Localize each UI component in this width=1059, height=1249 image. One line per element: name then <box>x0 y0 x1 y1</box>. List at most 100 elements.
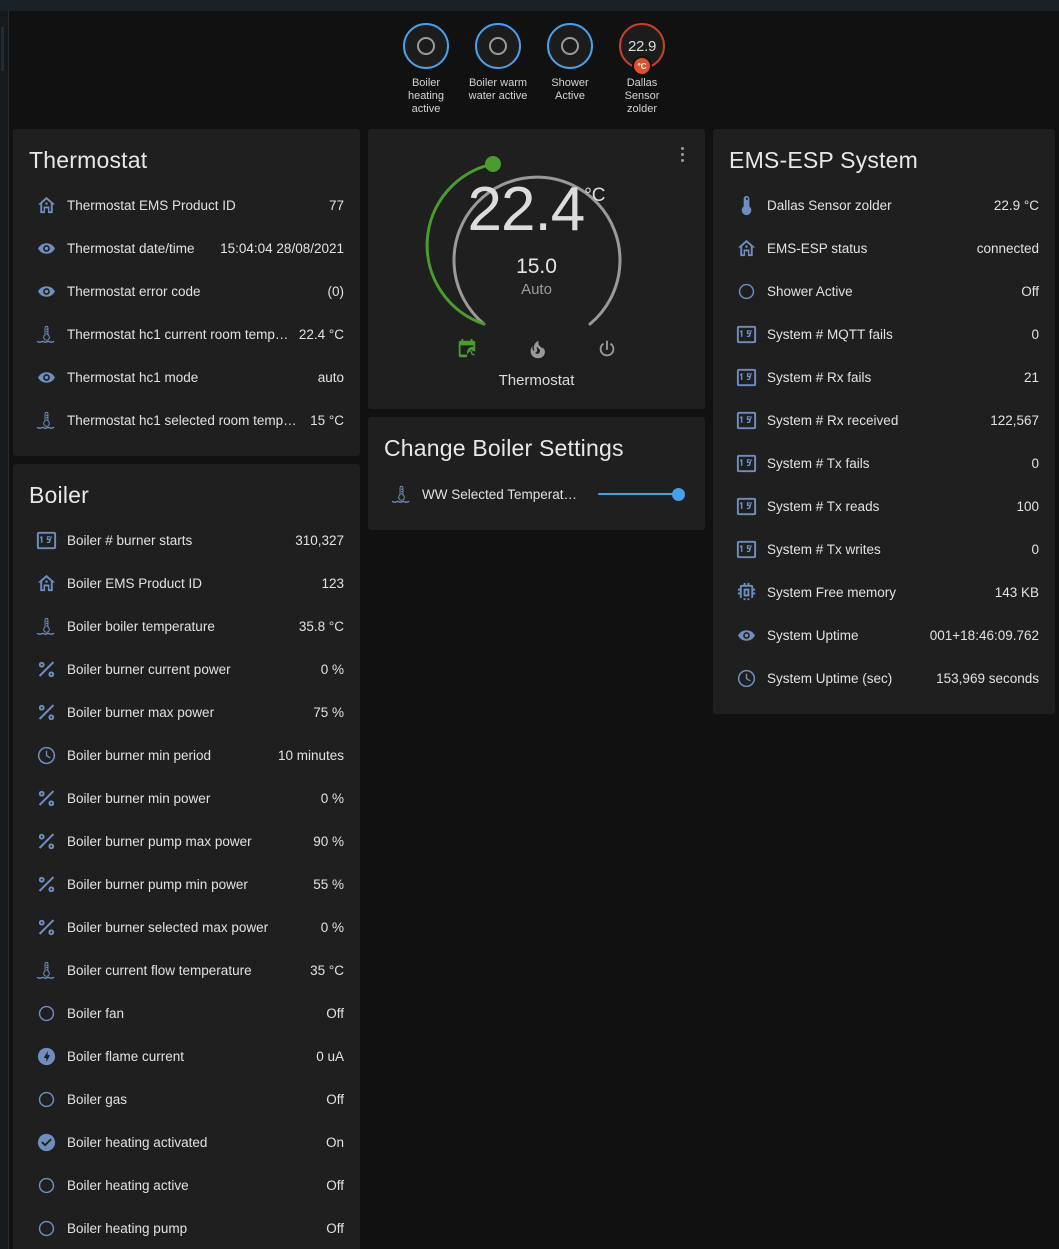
entity-row[interactable]: Boiler # burner starts 310,327 <box>29 519 344 562</box>
entity-row[interactable]: System # Rx fails 21 <box>729 356 1039 399</box>
entity-value[interactable]: Off <box>326 1092 344 1107</box>
entity-value[interactable]: 0 <box>1031 542 1039 557</box>
entity-value[interactable]: Off <box>1021 284 1039 299</box>
entity-row[interactable]: Thermostat EMS Product ID 77 <box>29 184 344 227</box>
entity-row[interactable]: System Free memory 143 KB <box>729 571 1039 614</box>
entity-row[interactable]: Boiler heating active Off <box>29 1164 344 1207</box>
clock-icon <box>729 667 763 690</box>
entity-row[interactable]: System Uptime 001+18:46:09.762 <box>729 614 1039 657</box>
entity-row[interactable]: Boiler EMS Product ID 123 <box>29 562 344 605</box>
entity-value[interactable]: connected <box>976 241 1039 256</box>
entity-row[interactable]: System # Tx reads 100 <box>729 485 1039 528</box>
entity-row[interactable]: Thermostat error code (0) <box>29 270 344 313</box>
entity-row[interactable]: Boiler flame current 0 uA <box>29 1035 344 1078</box>
entity-value[interactable]: Off <box>326 1178 344 1193</box>
badge-circle[interactable] <box>547 23 593 69</box>
entity-value[interactable]: 143 KB <box>994 585 1039 600</box>
entity-row[interactable]: System # Tx writes 0 <box>729 528 1039 571</box>
entity-value[interactable]: 0 <box>1031 456 1039 471</box>
pool-thermometer-icon <box>29 615 63 638</box>
entity-value[interactable]: 15:04:04 28/08/2021 <box>220 241 344 256</box>
entity-row[interactable]: System # MQTT fails 0 <box>729 313 1039 356</box>
entity-value[interactable]: 90 % <box>313 834 344 849</box>
entity-value[interactable]: 77 <box>328 198 344 213</box>
entity-value[interactable]: auto <box>317 370 344 385</box>
entity-row[interactable]: Thermostat hc1 mode auto <box>29 356 344 399</box>
circle-outline-icon <box>29 1174 63 1197</box>
entity-row[interactable]: Boiler heating pump Off <box>29 1207 344 1249</box>
entity-row[interactable]: Thermostat hc1 current room temper… 22.4 … <box>29 313 344 356</box>
entity-row[interactable]: Boiler fan Off <box>29 992 344 1035</box>
entity-value[interactable]: 123 <box>321 576 344 591</box>
entity-name: Boiler heating pump <box>67 1221 188 1236</box>
entity-row[interactable]: Boiler burner pump max power 90 % <box>29 820 344 863</box>
entity-value[interactable]: 35 °C <box>310 963 344 978</box>
power-icon[interactable] <box>594 336 620 362</box>
entity-row[interactable]: Boiler boiler temperature 35.8 °C <box>29 605 344 648</box>
entity-value[interactable]: 122,567 <box>990 413 1039 428</box>
entity-value[interactable]: 001+18:46:09.762 <box>929 628 1039 643</box>
thermostat-dial[interactable]: 22.4°C 15.0 Auto <box>392 139 682 344</box>
card-title-system: EMS-ESP System <box>729 147 919 173</box>
entity-row[interactable]: Boiler burner current power 0 % <box>29 648 344 691</box>
slider-thumb[interactable] <box>672 487 686 501</box>
entity-value[interactable]: 22.4 °C <box>298 327 344 342</box>
entity-value[interactable]: Off <box>326 1221 344 1236</box>
entity-row[interactable]: Boiler burner min period 10 minutes <box>29 734 344 777</box>
entity-value[interactable]: On <box>325 1135 344 1150</box>
badge-circle[interactable]: 22.9 °C <box>619 23 665 76</box>
entity-value[interactable]: 55 % <box>313 877 344 892</box>
ww-temperature-slider[interactable] <box>594 484 689 504</box>
entity-row[interactable]: Boiler current flow temperature 35 °C <box>29 949 344 992</box>
entity-value[interactable]: (0) <box>327 284 345 299</box>
entity-row[interactable]: EMS-ESP status connected <box>729 227 1039 270</box>
entity-value[interactable]: 22.9 °C <box>993 198 1039 213</box>
entity-row[interactable]: Boiler burner selected max power 0 % <box>29 906 344 949</box>
entity-value[interactable]: 0 % <box>320 920 344 935</box>
entity-row[interactable]: Boiler burner min power 0 % <box>29 777 344 820</box>
entity-value[interactable]: 0 % <box>320 662 344 677</box>
badge-2[interactable]: Boiler warm water active <box>467 23 529 103</box>
badge-circle[interactable] <box>475 23 521 69</box>
entity-row[interactable]: System # Tx fails 0 <box>729 442 1039 485</box>
entity-row[interactable]: System Uptime (sec) 153,969 seconds <box>729 657 1039 700</box>
dots-vertical-icon[interactable] <box>671 141 693 167</box>
entity-name: System Uptime (sec) <box>767 671 893 686</box>
entity-value[interactable]: 75 % <box>313 705 344 720</box>
entity-name: Boiler burner min power <box>67 791 211 806</box>
dial-handle[interactable] <box>484 156 501 172</box>
flash-icon <box>29 1045 63 1068</box>
entity-value[interactable]: 100 <box>1016 499 1039 514</box>
entity-row[interactable]: Dallas Sensor zolder 22.9 °C <box>729 184 1039 227</box>
circle-outline-icon <box>729 280 763 303</box>
badge-3[interactable]: Shower Active <box>539 23 601 103</box>
entity-name: Boiler fan <box>67 1006 125 1021</box>
calendar-clock-icon[interactable] <box>454 336 480 362</box>
entity-row[interactable]: Shower Active Off <box>729 270 1039 313</box>
entity-value[interactable]: 10 minutes <box>277 748 344 763</box>
entity-row[interactable]: Thermostat hc1 selected room temper… 15 °… <box>29 399 344 442</box>
entity-value[interactable]: Off <box>326 1006 344 1021</box>
entity-value[interactable]: 153,969 seconds <box>936 671 1039 686</box>
entity-value[interactable]: 0 <box>1031 327 1039 342</box>
badge-1[interactable]: Boiler heating active <box>395 23 457 116</box>
left-sidebar-rail[interactable] <box>0 11 9 1249</box>
entity-value[interactable]: 35.8 °C <box>298 619 344 634</box>
entity-row[interactable]: Boiler gas Off <box>29 1078 344 1121</box>
eye-icon <box>729 624 763 647</box>
entity-row[interactable]: System # Rx received 122,567 <box>729 399 1039 442</box>
entity-value[interactable]: 0 % <box>320 791 344 806</box>
entity-value[interactable]: 310,327 <box>295 533 344 548</box>
entity-row[interactable]: Boiler burner max power 75 % <box>29 691 344 734</box>
counter-icon <box>729 409 763 432</box>
entity-row[interactable]: Boiler burner pump min power 55 % <box>29 863 344 906</box>
entity-value[interactable]: 15 °C <box>310 413 344 428</box>
entity-row[interactable]: Thermostat date/time 15:04:04 28/08/2021 <box>29 227 344 270</box>
badge-4[interactable]: 22.9 °C Dallas Sensor zolder <box>611 23 673 116</box>
flame-icon[interactable] <box>524 336 550 362</box>
entity-row[interactable]: Boiler heating activated On <box>29 1121 344 1164</box>
badge-circle[interactable] <box>403 23 449 69</box>
entity-value[interactable]: 0 uA <box>316 1049 344 1064</box>
entity-value[interactable]: 21 <box>1023 370 1039 385</box>
entity-name: Dallas Sensor zolder <box>767 198 892 213</box>
